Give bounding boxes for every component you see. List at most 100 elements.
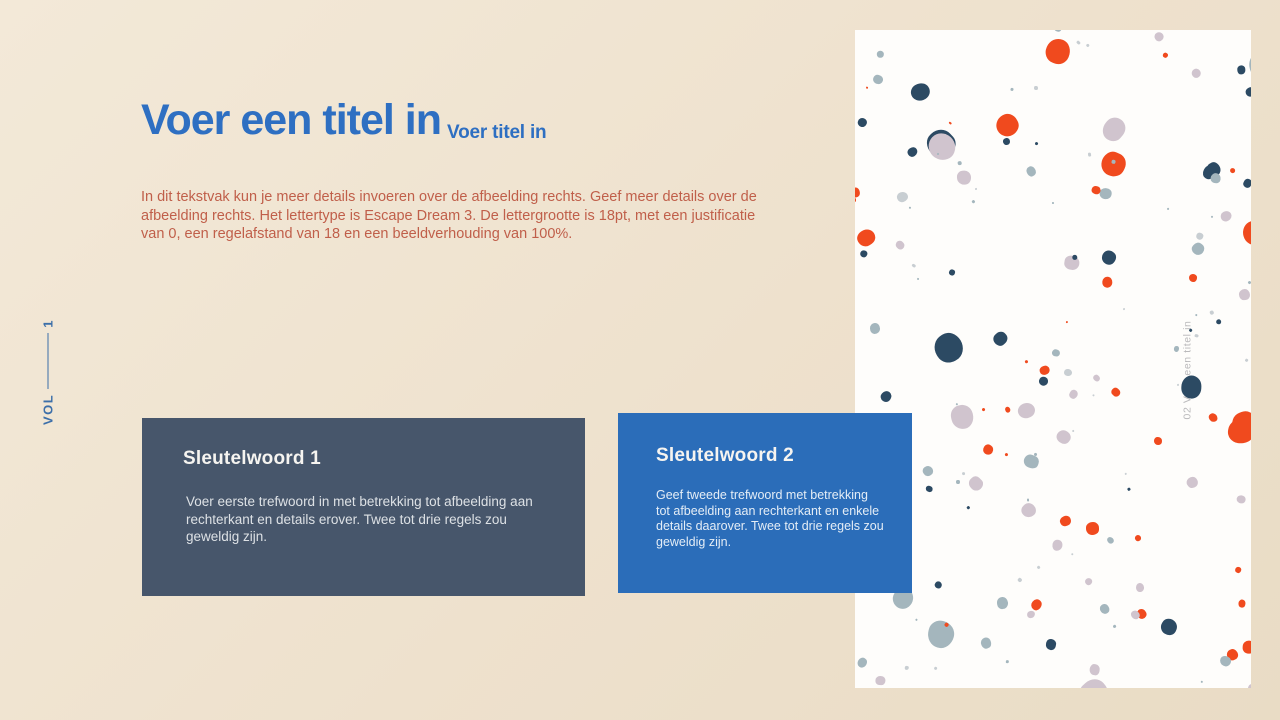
confetti-dot xyxy=(1153,30,1165,43)
confetti-dot xyxy=(1098,247,1119,268)
confetti-dot xyxy=(1209,310,1215,316)
confetti-dot xyxy=(1053,427,1073,446)
confetti-dot xyxy=(1052,201,1055,204)
confetti-dot xyxy=(1244,48,1251,84)
confetti-dot xyxy=(1024,164,1039,179)
confetti-dot xyxy=(1092,373,1102,383)
confetti-dot xyxy=(947,121,952,126)
image-watermark: 02 Voer een titel in xyxy=(1181,320,1194,420)
confetti-dot xyxy=(1243,85,1251,99)
confetti-dot xyxy=(908,79,933,103)
confetti-dot xyxy=(1236,495,1247,505)
confetti-dot xyxy=(1244,358,1249,362)
confetti-dot xyxy=(855,656,870,670)
confetti-dot xyxy=(1112,624,1116,628)
confetti-dot xyxy=(966,505,971,510)
confetti-dot xyxy=(1210,215,1213,219)
confetti-dot xyxy=(1051,538,1064,552)
confetti-dot xyxy=(981,407,986,412)
confetti-dot xyxy=(991,109,1023,140)
confetti-dot xyxy=(1194,333,1199,338)
confetti-dot xyxy=(1033,85,1038,90)
confetti-dot xyxy=(1189,240,1206,258)
confetti-dot xyxy=(1195,232,1205,241)
confetti-dot xyxy=(1195,313,1199,317)
confetti-dot xyxy=(1051,348,1061,357)
slide-number: 1 xyxy=(40,319,56,328)
title-block: Voer een titel in Voer titel in xyxy=(141,96,547,144)
confetti-dot xyxy=(876,675,886,686)
keyword-box-1: Sleutelwoord 1 Voer eerste trefwoord in … xyxy=(142,418,585,596)
confetti-dot xyxy=(1033,452,1038,457)
confetti-dot xyxy=(1176,383,1180,387)
confetti-dot xyxy=(925,618,958,651)
confetti-dot xyxy=(1207,411,1220,424)
confetti-dot xyxy=(1200,680,1203,684)
confetti-dot xyxy=(1219,209,1234,223)
confetti-dot xyxy=(1053,30,1063,33)
confetti-dot xyxy=(1036,564,1042,570)
confetti-dot xyxy=(961,471,966,476)
confetti-dot xyxy=(1076,40,1082,46)
confetti-dot xyxy=(1017,576,1023,583)
confetti-dot xyxy=(1024,359,1029,364)
keyword-1-title: Sleutelwoord 1 xyxy=(183,448,321,469)
confetti-dot xyxy=(906,145,920,159)
confetti-dot xyxy=(909,206,912,210)
confetti-dot xyxy=(1122,307,1126,311)
confetti-dot xyxy=(855,197,857,202)
confetti-dot xyxy=(870,322,881,334)
confetti-dot xyxy=(974,188,977,191)
confetti-dot xyxy=(1083,577,1093,587)
confetti-dot xyxy=(865,87,868,89)
confetti-dot xyxy=(971,199,977,205)
confetti-dot xyxy=(1018,500,1039,521)
confetti-dot xyxy=(1105,535,1116,546)
confetti-dot xyxy=(1098,188,1112,201)
confetti-dot xyxy=(1241,220,1251,247)
confetti-dot xyxy=(948,267,957,277)
confetti-dot xyxy=(1037,375,1050,388)
confetti-dot xyxy=(1241,640,1251,655)
confetti-dot xyxy=(1238,288,1250,301)
confetti-dot xyxy=(911,263,917,269)
confetti-dot xyxy=(855,226,878,250)
confetti-dot xyxy=(1004,405,1012,414)
confetti-dot xyxy=(1124,472,1128,475)
confetti-dot xyxy=(1233,565,1242,574)
confetti-dot xyxy=(1210,172,1222,184)
confetti-dot xyxy=(1189,66,1203,80)
confetti-dot xyxy=(1247,280,1251,285)
confetti-dot xyxy=(1067,388,1079,401)
confetti-dot xyxy=(1086,522,1100,535)
confetti-dot xyxy=(996,596,1009,610)
confetti-dot xyxy=(929,327,968,367)
confetti-dot xyxy=(1074,673,1114,688)
confetti-dot xyxy=(894,239,907,252)
confetti-dot xyxy=(1236,65,1246,75)
confetti-dot xyxy=(1237,598,1247,608)
slide-title: Voer een titel in xyxy=(141,96,442,144)
confetti-dot xyxy=(1154,436,1163,445)
confetti-dot xyxy=(879,389,893,404)
confetti-dot xyxy=(1098,602,1112,616)
confetti-dot xyxy=(936,152,939,155)
confetti-dot xyxy=(948,402,976,431)
confetti-dot xyxy=(858,249,869,259)
confetti-dot xyxy=(871,73,885,86)
confetti-dot xyxy=(904,665,909,671)
confetti-dot xyxy=(1173,345,1181,353)
confetti-dot xyxy=(1063,368,1073,377)
volume-label: VOL xyxy=(40,393,56,425)
confetti-dot xyxy=(1161,51,1169,59)
confetti-dot xyxy=(1088,664,1100,677)
confetti-dot xyxy=(1026,498,1030,502)
confetti-dot xyxy=(1219,687,1225,688)
confetti-dot xyxy=(856,116,869,129)
confetti-dot xyxy=(1127,487,1132,492)
confetti-dot xyxy=(1246,683,1251,688)
keyword-2-title: Sleutelwoord 2 xyxy=(656,445,794,466)
confetti-dot xyxy=(895,190,909,204)
confetti-dot xyxy=(1002,137,1011,146)
